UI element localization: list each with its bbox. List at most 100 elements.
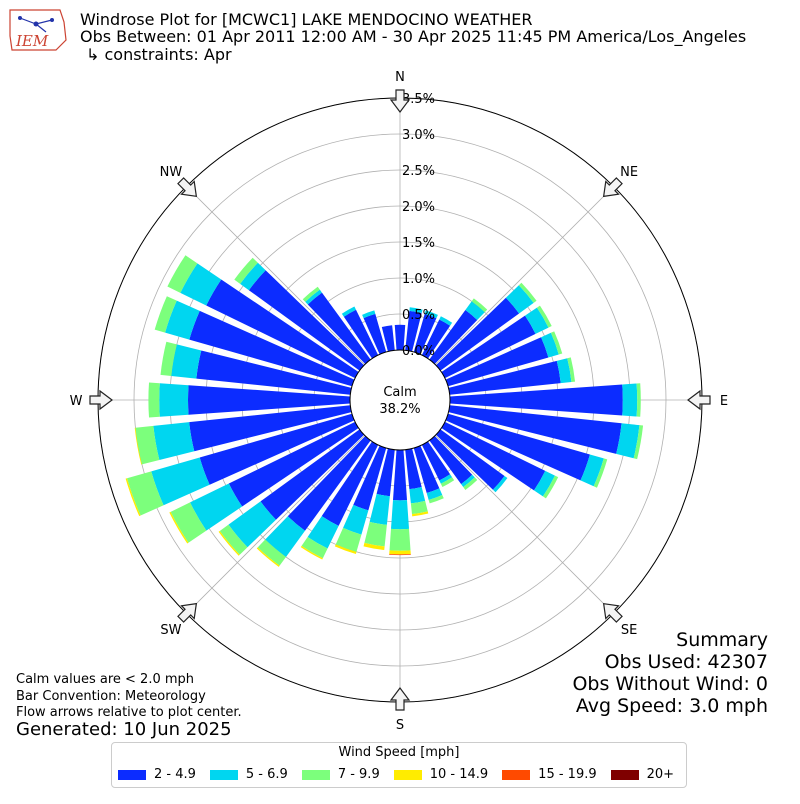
flow-arrow-icon — [89, 389, 113, 411]
windrose-bar — [445, 413, 590, 481]
windrose-bar — [465, 301, 485, 321]
windrose-bar — [302, 286, 320, 302]
windrose-bar — [471, 298, 488, 313]
windrose-bar — [257, 539, 286, 566]
windrose-bar — [390, 500, 410, 530]
windrose-bar — [445, 337, 549, 387]
windrose-bar — [409, 307, 423, 314]
legend-label: 7 - 9.9 — [337, 767, 380, 782]
windrose-bar — [127, 471, 164, 516]
windrose-bar — [389, 554, 411, 556]
windrose-bar — [206, 279, 359, 379]
windrose-bar — [439, 316, 453, 326]
windrose-bar — [449, 384, 623, 416]
windrose-bar — [335, 527, 362, 552]
windrose-bar — [219, 524, 248, 555]
windrose-bar — [169, 511, 189, 544]
windrose-bar — [196, 350, 352, 395]
windrose-bar — [541, 332, 559, 358]
windrose-bar — [441, 421, 546, 491]
windrose-bar — [151, 457, 210, 506]
windrose-bar — [300, 545, 323, 560]
summary-obs-used: Obs Used: 42307 — [604, 651, 768, 673]
windrose-bar — [405, 448, 422, 490]
windrose-bar — [567, 357, 576, 382]
windrose-bar — [148, 382, 160, 418]
legend-item: 2 - 4.9 — [118, 767, 196, 782]
logo-text: IEM — [15, 32, 49, 50]
windrose-bar — [260, 429, 365, 520]
summary-avg-speed: Avg Speed: 3.0 mph — [575, 695, 768, 717]
windrose-bar — [542, 475, 559, 499]
windrose-bar — [439, 474, 453, 484]
bar-convention: Bar Convention: Meteorology — [16, 689, 206, 704]
windrose-bar — [421, 441, 451, 481]
radial-tick-label: 0.5% — [402, 308, 435, 323]
windrose-bar — [265, 516, 306, 557]
windrose-bar — [405, 310, 422, 352]
windrose-bar — [421, 319, 451, 359]
legend-swatch — [301, 769, 330, 780]
legend: Wind Speed [mph] 2 - 4.9 5 - 6.9 7 - 9.9 10… — [111, 742, 687, 788]
radial-tick-label: 3.0% — [402, 128, 435, 143]
windrose-bar — [394, 324, 406, 351]
windrose-bar — [228, 501, 276, 548]
windrose-bar — [234, 257, 258, 284]
flow-arrow-icon — [389, 687, 411, 711]
legend-item: 7 - 9.9 — [301, 767, 380, 782]
windrose-bar — [341, 306, 356, 317]
calm-note: Calm values are < 2.0 mph — [16, 672, 195, 687]
flow-arrow-icon — [602, 602, 623, 623]
legend-label: 10 - 14.9 — [429, 767, 489, 782]
windrose-bar — [633, 425, 644, 460]
compass-label: NW — [160, 165, 183, 180]
windrose-bar — [240, 262, 266, 291]
flow-arrow-icon — [389, 89, 411, 113]
windrose-bar — [369, 493, 390, 525]
windrose-bar — [307, 292, 371, 365]
windrose-bar — [228, 421, 359, 507]
windrose-bar — [134, 427, 142, 465]
flow-arrow-icon — [602, 177, 623, 198]
legend-swatch — [209, 769, 238, 780]
calm-circle — [349, 349, 451, 451]
windrose-bar — [160, 341, 177, 376]
compass-label: S — [396, 718, 404, 733]
windrose-bar — [593, 458, 608, 488]
windrose-bar — [363, 542, 385, 550]
windrose-bar — [440, 477, 455, 488]
windrose-bar — [199, 413, 355, 485]
windrose-bar — [616, 423, 640, 459]
compass-label: NE — [620, 165, 638, 180]
radial-tick-label: 1.0% — [402, 272, 435, 287]
windrose-bar — [411, 511, 429, 517]
windrose-bar — [435, 429, 505, 490]
windrose-bar — [461, 474, 475, 488]
windrose-bar — [334, 544, 357, 554]
windrose-bar — [305, 289, 322, 305]
windrose-bar — [167, 255, 198, 293]
windrose-bar — [448, 360, 561, 395]
windrose-bar — [362, 310, 376, 319]
calm-label: Calm — [383, 385, 416, 400]
grid-spoke — [435, 435, 614, 614]
windrose-bar — [159, 383, 189, 417]
constraints: ↳ constraints: Apr — [86, 45, 232, 64]
windrose-bar — [533, 470, 555, 497]
windrose-bar — [343, 309, 379, 359]
windrose-bar — [321, 441, 379, 526]
windrose-bar — [165, 300, 200, 340]
windrose-bar — [154, 296, 177, 333]
windrose-bar — [518, 282, 537, 303]
windrose-bar — [180, 263, 222, 306]
windrose-bar — [381, 325, 395, 352]
windrose-bar — [287, 435, 371, 531]
radial-tick-label: 2.5% — [402, 164, 435, 179]
windrose-bar — [187, 385, 351, 415]
windrose-bar — [392, 449, 408, 501]
summary-title: Summary — [676, 629, 768, 651]
generated-date: Generated: 10 Jun 2025 — [16, 719, 232, 740]
windrose-bar — [413, 445, 440, 494]
windrose-bar — [505, 285, 534, 314]
